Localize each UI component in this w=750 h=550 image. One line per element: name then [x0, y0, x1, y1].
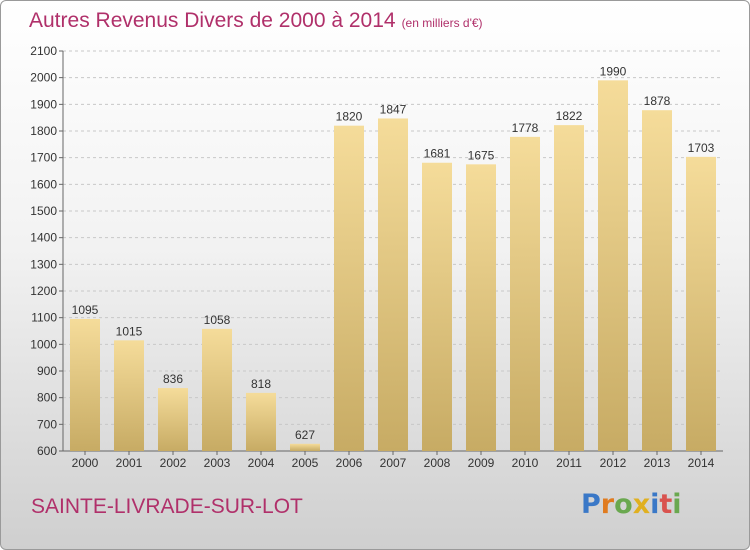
data-label: 1015	[116, 324, 143, 338]
data-label: 627	[295, 428, 315, 442]
x-tick-label: 2000	[72, 456, 99, 470]
logo-letter: P	[581, 489, 601, 520]
title-text: Autres Revenus Divers de 2000 à 2014	[29, 9, 396, 32]
commune-name: SAINTE-LIVRADE-SUR-LOT	[31, 495, 303, 518]
x-tick-label: 2008	[424, 456, 451, 470]
bar	[290, 443, 320, 451]
data-label: 1675	[468, 148, 495, 162]
bar	[158, 388, 188, 451]
x-tick-label: 2007	[380, 456, 407, 470]
bar	[70, 319, 100, 451]
logo-letter: x	[632, 489, 651, 520]
x-tick-label: 2014	[688, 456, 715, 470]
data-label: 836	[163, 372, 183, 386]
bar	[246, 392, 276, 451]
data-label: 1878	[644, 94, 671, 108]
x-tick-label: 2006	[336, 456, 363, 470]
bar	[510, 136, 540, 451]
y-tick-label: 1600	[30, 177, 57, 191]
bars	[70, 80, 716, 452]
y-tick-label: 1300	[30, 257, 57, 271]
bar	[642, 110, 672, 451]
y-tick-label: 1100	[31, 311, 57, 325]
bar	[466, 164, 496, 452]
y-tick-label: 700	[37, 417, 57, 431]
y-tick-label: 1000	[30, 337, 57, 351]
x-tick-label: 2001	[116, 456, 143, 470]
y-tick-label: 2100	[30, 44, 57, 58]
y-tick-label: 1400	[30, 231, 57, 245]
y-tick-label: 600	[37, 444, 57, 458]
logo-letter: i	[672, 489, 682, 520]
data-label: 1847	[380, 102, 407, 116]
data-label: 1058	[204, 313, 231, 327]
data-label: 1703	[688, 141, 715, 155]
data-label: 1778	[512, 121, 539, 135]
y-tick-label: 800	[37, 391, 57, 405]
data-label: 1095	[72, 303, 99, 317]
chart-title: Autres Revenus Divers de 2000 à 2014 (en …	[29, 9, 483, 33]
bar	[422, 162, 452, 451]
data-label: 1681	[424, 147, 451, 161]
bar	[378, 118, 408, 451]
x-tick-label: 2009	[468, 456, 495, 470]
y-tick-label: 1500	[30, 204, 57, 218]
logo-letter: r	[600, 489, 615, 520]
y-tick-label: 900	[37, 364, 57, 378]
bar	[114, 340, 144, 451]
x-tick-label: 2004	[248, 456, 275, 470]
y-tick-label: 1700	[30, 151, 57, 165]
y-tick-label: 2000	[30, 71, 57, 85]
data-label: 818	[251, 377, 271, 391]
bar	[334, 125, 364, 452]
proxiti-logo[interactable]: Proxiti	[581, 489, 682, 520]
x-tick-label: 2003	[204, 456, 231, 470]
logo-letter: o	[614, 489, 633, 520]
data-label: 1990	[600, 64, 627, 78]
y-tick-label: 1900	[30, 97, 57, 111]
data-label: 1820	[336, 110, 363, 124]
logo-letter: i	[650, 489, 660, 520]
x-tick-label: 2002	[160, 456, 187, 470]
bar	[686, 156, 716, 451]
x-tick-label: 2011	[556, 456, 582, 470]
x-tick-label: 2010	[512, 456, 539, 470]
title-unit: (en milliers d'€)	[401, 16, 483, 30]
bar	[554, 125, 584, 451]
x-tick-label: 2012	[600, 456, 627, 470]
y-tick-label: 1200	[30, 284, 57, 298]
labels: 1095 2000 1015 2001 836 2002 1058 2003 818 2004 62…	[72, 64, 715, 470]
y-tick-label: 1800	[30, 124, 57, 138]
bar	[202, 328, 232, 451]
x-tick-label: 2013	[644, 456, 671, 470]
bar	[598, 80, 628, 451]
data-label: 1822	[556, 109, 583, 123]
logo-letter: t	[659, 489, 673, 520]
x-tick-label: 2005	[292, 456, 319, 470]
